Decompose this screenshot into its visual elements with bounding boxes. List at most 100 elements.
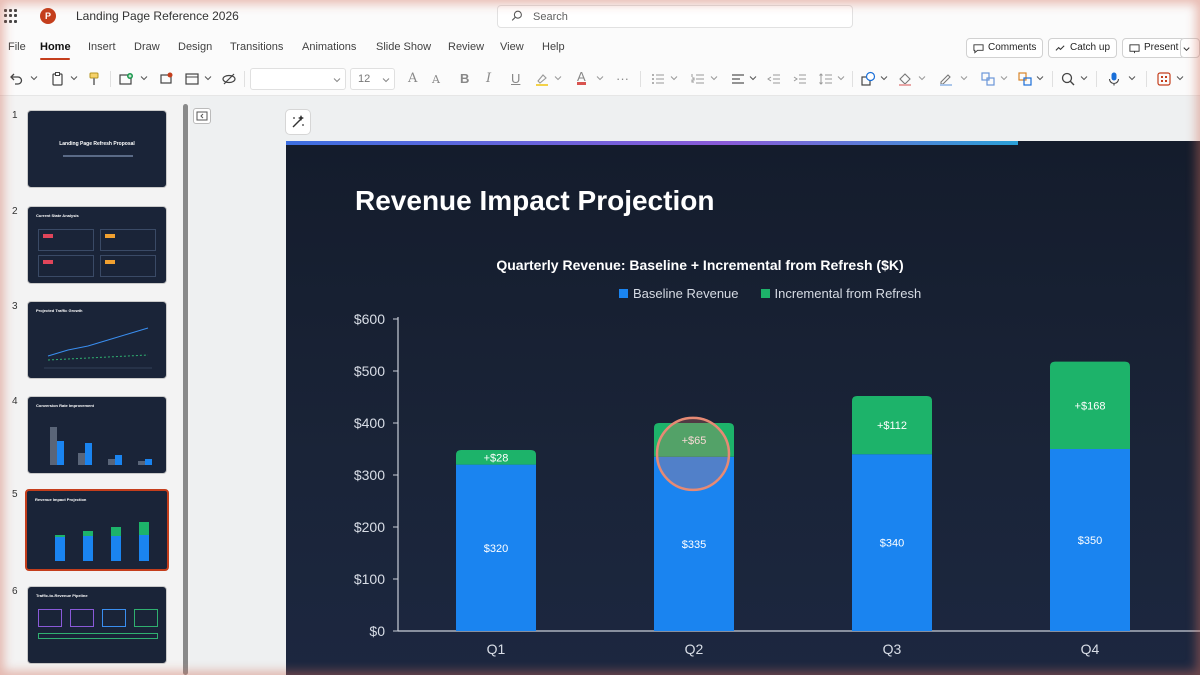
bar-baseline-q4 bbox=[1050, 449, 1130, 631]
tab-draw[interactable]: Draw bbox=[134, 41, 160, 53]
slide-thumbnail-4[interactable]: Conversion Rate Improvement bbox=[27, 396, 167, 474]
comments-label: Comments bbox=[988, 42, 1037, 53]
chevron-down-icon[interactable] bbox=[1036, 74, 1044, 82]
slide-title[interactable]: Revenue Impact Projection bbox=[355, 185, 715, 216]
chevron-down-icon[interactable] bbox=[1128, 74, 1136, 82]
format-painter-icon[interactable] bbox=[86, 71, 102, 87]
bullets-icon[interactable] bbox=[650, 71, 666, 87]
designer-button[interactable] bbox=[285, 109, 311, 135]
chart-legend: Baseline Revenue Incremental from Refres… bbox=[619, 286, 921, 301]
tab-insert[interactable]: Insert bbox=[88, 41, 116, 53]
data-label-baseline: $340 bbox=[880, 538, 904, 550]
slide-thumbnail-6[interactable]: Traffic-to-Revenue Pipeline bbox=[27, 586, 167, 664]
x-tick-label: Q1 bbox=[487, 641, 506, 657]
app-launcher-icon[interactable] bbox=[4, 9, 18, 23]
slide-thumbnail-2[interactable]: Current State Analysis bbox=[27, 206, 167, 284]
add-ins-icon[interactable] bbox=[1156, 71, 1172, 87]
chevron-down-icon[interactable] bbox=[749, 74, 757, 82]
more-options-icon[interactable]: ··· bbox=[616, 71, 629, 86]
hide-slide-icon[interactable] bbox=[221, 71, 237, 87]
tab-slide-show[interactable]: Slide Show bbox=[376, 41, 432, 53]
highlight-icon[interactable] bbox=[534, 71, 550, 87]
thumbnail-banner bbox=[38, 633, 158, 639]
bold-icon[interactable]: B bbox=[460, 71, 470, 86]
bar-incremental-q4 bbox=[1050, 361, 1130, 449]
thumbnail-stacked-bar-chart bbox=[55, 522, 149, 561]
tab-home[interactable]: Home bbox=[40, 41, 71, 53]
group-icon[interactable] bbox=[1017, 71, 1033, 87]
comments-button[interactable]: Comments bbox=[966, 38, 1044, 58]
align-icon[interactable] bbox=[730, 71, 746, 87]
tab-review[interactable]: Review bbox=[448, 41, 485, 53]
font-color-icon[interactable]: A bbox=[577, 69, 586, 85]
search-box[interactable]: Search bbox=[497, 5, 853, 28]
tab-view[interactable]: View bbox=[500, 41, 524, 53]
chevron-down-icon[interactable] bbox=[670, 74, 678, 82]
decrease-indent-icon[interactable] bbox=[766, 71, 782, 87]
new-slide-icon[interactable] bbox=[118, 71, 134, 87]
chevron-down-icon[interactable] bbox=[1000, 74, 1008, 82]
slide-thumbnail-3[interactable]: Projected Traffic Growth bbox=[27, 301, 167, 379]
tab-transitions[interactable]: Transitions bbox=[230, 41, 284, 53]
increase-indent-icon[interactable] bbox=[792, 71, 808, 87]
chevron-down-icon[interactable] bbox=[960, 74, 968, 82]
collapse-pane-button[interactable] bbox=[193, 108, 211, 124]
tab-design[interactable]: Design bbox=[178, 41, 213, 53]
y-tick-label: $600 bbox=[354, 311, 385, 327]
data-label-baseline: $320 bbox=[484, 543, 508, 555]
slide-thumbnail-1[interactable]: Landing Page Refresh Proposal bbox=[27, 110, 167, 188]
slide-thumbnail-5[interactable]: Revenue Impact Projection bbox=[25, 489, 169, 571]
present-dropdown-button[interactable] bbox=[1180, 38, 1200, 58]
numbering-icon[interactable] bbox=[690, 71, 706, 87]
paste-icon[interactable] bbox=[50, 71, 66, 87]
thumbnail-line-chart bbox=[44, 327, 152, 369]
catch-up-button[interactable]: Catch up bbox=[1048, 38, 1118, 58]
underline-icon[interactable]: U bbox=[511, 71, 521, 86]
italic-icon[interactable]: I bbox=[486, 71, 492, 86]
dictate-icon[interactable] bbox=[1106, 71, 1122, 87]
chevron-down-icon[interactable] bbox=[1080, 74, 1088, 82]
chevron-down-icon[interactable] bbox=[1176, 74, 1184, 82]
slide-accent-bar bbox=[286, 141, 1018, 145]
thumbnail-title: Revenue Impact Projection bbox=[35, 497, 87, 502]
chevron-down-icon[interactable] bbox=[596, 74, 604, 82]
chevron-down-icon[interactable] bbox=[918, 74, 926, 82]
bar-baseline-q2 bbox=[654, 456, 734, 631]
present-button[interactable]: Present bbox=[1122, 38, 1186, 58]
thumbnail-card bbox=[100, 229, 156, 251]
decrease-font-size-icon[interactable]: A bbox=[432, 73, 440, 86]
line-spacing-icon[interactable] bbox=[818, 71, 834, 87]
shapes-icon[interactable] bbox=[860, 71, 876, 87]
layout-icon[interactable] bbox=[184, 71, 200, 87]
find-icon[interactable] bbox=[1060, 71, 1076, 87]
tab-help[interactable]: Help bbox=[542, 41, 565, 53]
tab-file[interactable]: File bbox=[8, 41, 26, 53]
search-icon bbox=[511, 10, 522, 21]
slide-canvas[interactable]: Revenue Impact Projection Quarterly Reve… bbox=[286, 141, 1200, 675]
increase-font-size-icon[interactable]: A bbox=[408, 71, 418, 86]
shape-fill-icon[interactable] bbox=[897, 71, 913, 87]
tab-animations[interactable]: Animations bbox=[302, 41, 357, 53]
undo-icon[interactable] bbox=[8, 71, 24, 87]
shape-outline-icon[interactable] bbox=[938, 71, 954, 87]
thumbnail-scrollbar[interactable] bbox=[183, 104, 188, 675]
chevron-down-icon[interactable] bbox=[30, 74, 38, 82]
chevron-down-icon bbox=[333, 78, 341, 83]
chevron-down-icon[interactable] bbox=[140, 74, 148, 82]
font-size-dropdown[interactable]: 12 bbox=[350, 68, 395, 90]
legend-item-incremental: Incremental from Refresh bbox=[760, 286, 921, 301]
reuse-slides-icon[interactable] bbox=[158, 71, 174, 87]
y-tick-label: $500 bbox=[354, 363, 385, 379]
chevron-down-icon[interactable] bbox=[880, 74, 888, 82]
chevron-down-icon[interactable] bbox=[70, 74, 78, 82]
bar-baseline-q3 bbox=[852, 454, 932, 631]
font-family-dropdown[interactable] bbox=[250, 68, 346, 90]
chevron-down-icon[interactable] bbox=[710, 74, 718, 82]
chevron-down-icon[interactable] bbox=[837, 74, 845, 82]
chevron-down-icon bbox=[382, 78, 390, 83]
document-title[interactable]: Landing Page Reference 2026 bbox=[76, 9, 239, 23]
arrange-icon[interactable] bbox=[980, 71, 996, 87]
thumbnail-card bbox=[38, 229, 94, 251]
chevron-down-icon[interactable] bbox=[554, 74, 562, 82]
chevron-down-icon[interactable] bbox=[204, 74, 212, 82]
